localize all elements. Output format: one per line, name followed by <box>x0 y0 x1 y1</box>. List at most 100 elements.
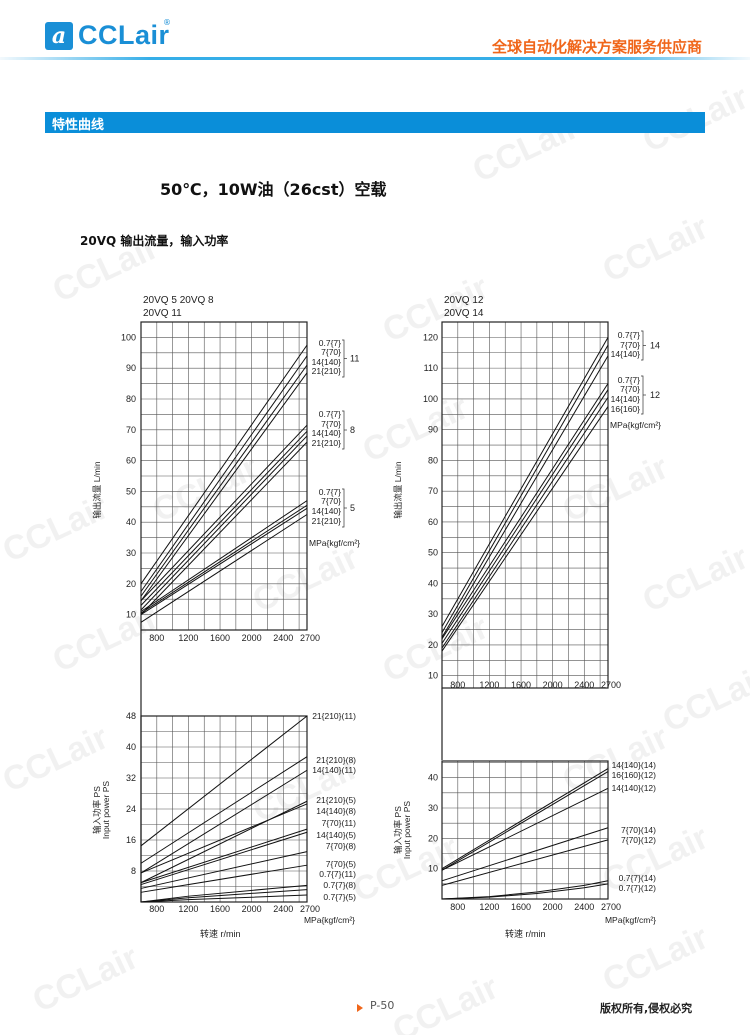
series-line <box>441 344 609 633</box>
series-label: 21{210} <box>312 438 341 448</box>
y-axis-label: Input power PS <box>101 781 111 839</box>
series-line <box>140 800 308 884</box>
y-axis-label: 输入功率 PS <box>393 806 403 854</box>
series-line <box>140 715 308 847</box>
series-label: 21{210}(5) <box>316 795 356 805</box>
series-label: 0.7{7} <box>319 338 341 348</box>
y-tick-label: 30 <box>428 609 438 619</box>
series-line <box>441 839 609 886</box>
y-tick-label: 30 <box>428 803 438 813</box>
series-line <box>140 769 308 874</box>
y-tick-label: 110 <box>424 363 438 373</box>
series-label: 7{70}(11) <box>322 818 357 828</box>
pressure-unit-label: MPa{kgf/cm²} <box>309 538 360 548</box>
series-line <box>441 389 609 644</box>
x-tick-label: 1600 <box>210 904 230 914</box>
group-bracket <box>641 330 644 361</box>
page-arrow-icon <box>357 1004 363 1012</box>
series-label: 14{140}(11) <box>312 765 356 775</box>
chart-title: 20VQ 11 <box>143 308 182 319</box>
series-line <box>140 344 308 585</box>
y-axis-label: 输出流量 L/min <box>92 461 102 518</box>
series-label: 0.7{7}(8) <box>323 880 356 890</box>
x-tick-label: 2400 <box>273 633 293 643</box>
x-tick-label: 800 <box>149 633 164 643</box>
y-tick-label: 10 <box>428 671 438 681</box>
series-label: 14{140} <box>312 428 341 438</box>
series-label: 7{70}(12) <box>621 835 656 845</box>
series-line <box>140 500 308 612</box>
series-label: 7{70}(14) <box>621 825 656 835</box>
plot-frame <box>441 321 609 689</box>
series-line <box>140 507 308 616</box>
y-tick-label: 120 <box>423 332 438 342</box>
series-line <box>140 851 308 889</box>
y-tick-label: 50 <box>126 486 136 496</box>
plot-frame <box>140 321 308 631</box>
chart-1: 10 20 30 40 50 60 70 80 90 100 800 1200 1600 2000 2400… <box>92 295 360 902</box>
x-tick-label: 1200 <box>178 904 198 914</box>
x-tick-label: 2700 <box>601 680 621 690</box>
series-label: 14{140}(12) <box>612 783 657 793</box>
group-bracket <box>342 339 345 378</box>
x-tick-label: 2700 <box>300 633 320 643</box>
x-axis-label: 转速 r/min <box>505 928 546 939</box>
series-line <box>140 864 308 893</box>
series-label: 14{140} <box>611 349 640 359</box>
y-tick-label: 90 <box>428 425 438 435</box>
series-label: 21{210} <box>312 366 341 376</box>
x-tick-label: 1600 <box>511 902 531 912</box>
series-label: 21{210} <box>312 516 341 526</box>
x-axis-label: 转速 r/min <box>200 928 241 939</box>
y-tick-label: 40 <box>126 742 136 752</box>
series-label: 14{140}(8) <box>316 806 356 816</box>
series-label: 14{140} <box>312 357 341 367</box>
copyright-notice: 版权所有,侵权必究 <box>600 1002 693 1015</box>
series-label: 16{160}(12) <box>612 770 657 780</box>
x-tick-label: 2400 <box>574 902 594 912</box>
series-line <box>140 803 308 874</box>
y-tick-label: 60 <box>428 517 438 527</box>
series-label: 21{210}(11) <box>312 711 356 721</box>
page-number: P-50 <box>370 999 395 1012</box>
x-tick-label: 2000 <box>242 904 262 914</box>
y-axis-label: 输入功率 PS <box>92 786 102 834</box>
y-tick-label: 50 <box>428 548 438 558</box>
chart-title: 20VQ 5 20VQ 8 <box>143 295 214 306</box>
series-line <box>140 889 308 903</box>
group-bracket <box>641 375 644 415</box>
series-label: 21{210}(8) <box>316 755 356 765</box>
series-label: 7{70} <box>620 340 640 350</box>
page-subtitle: 20VQ 输出流量，输入功率 <box>80 234 229 248</box>
x-tick-label: 1600 <box>511 680 531 690</box>
series-label: 14{140} <box>611 394 640 404</box>
series-label: 0.7{7}(14) <box>619 873 657 883</box>
y-tick-label: 20 <box>428 640 438 650</box>
series-line <box>441 337 609 627</box>
x-tick-label: 1600 <box>210 633 230 643</box>
brand-logo-icon: a <box>45 22 73 50</box>
section-title: 特性曲线 <box>52 118 105 133</box>
series-line <box>140 504 308 614</box>
grid-lines <box>442 322 608 688</box>
y-tick-label: 80 <box>428 455 438 465</box>
y-tick-label: 30 <box>126 548 136 558</box>
series-line <box>140 435 308 611</box>
y-tick-label: 40 <box>428 773 438 783</box>
y-tick-label: 20 <box>428 833 438 843</box>
series-line <box>140 441 308 615</box>
series-line <box>140 430 308 606</box>
group-label: 14 <box>650 341 660 351</box>
header-tagline: 全球自动化解决方案服务供应商 <box>491 38 702 56</box>
x-tick-label: 800 <box>450 680 465 690</box>
x-tick-label: 2000 <box>242 633 262 643</box>
series-line <box>441 768 609 870</box>
y-tick-label: 20 <box>126 579 136 589</box>
x-tick-label: 2000 <box>543 680 563 690</box>
y-tick-label: 10 <box>126 610 136 620</box>
brand-name: CCLair <box>78 20 170 50</box>
series-line <box>140 364 308 597</box>
x-tick-label: 2700 <box>601 902 621 912</box>
series-label: 7{70} <box>321 496 341 506</box>
